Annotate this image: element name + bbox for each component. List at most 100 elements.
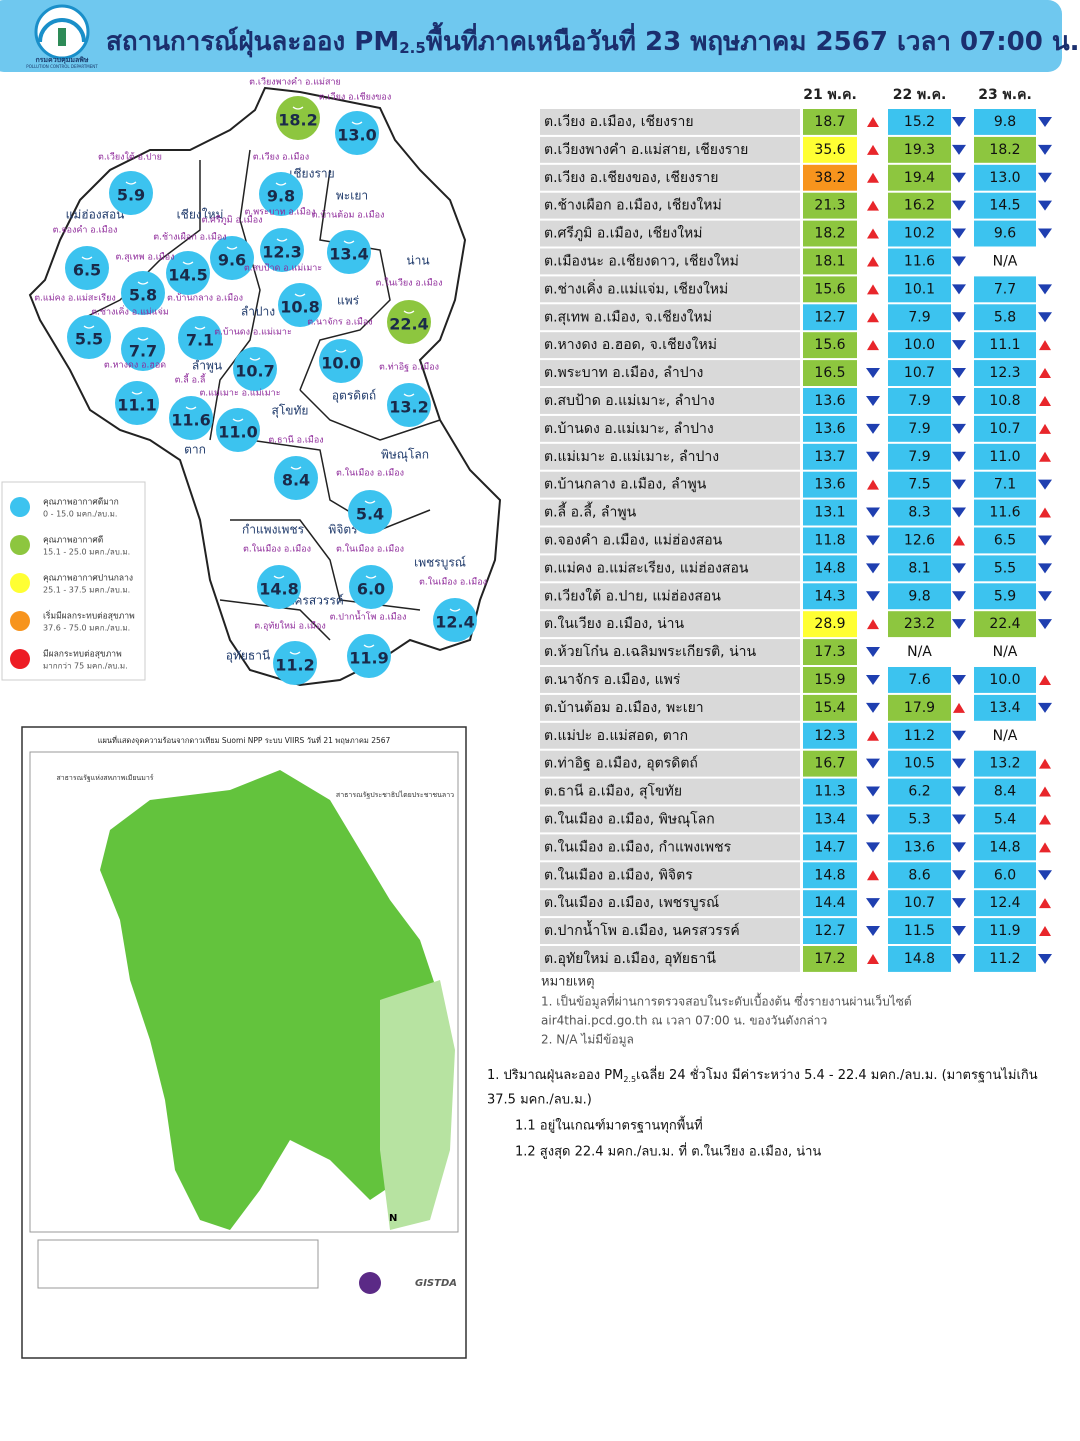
province-label: เชียงราย (289, 167, 334, 181)
station-label: ต.ปากน้ำโพ อ.เมือง (330, 610, 407, 623)
value-cell (803, 109, 857, 135)
station-label: ต.ในเมือง อ.เมือง (419, 577, 487, 588)
station-label: ต.หางดง อ.ฮอด (104, 361, 166, 371)
value-cell (888, 136, 951, 163)
station-bubble (259, 172, 303, 216)
column-header: 21 พ.ค. (803, 87, 857, 103)
north-arrow: N (389, 1213, 397, 1224)
value-cell (803, 388, 857, 414)
value-cell (803, 890, 857, 917)
table: 21 พ.ค. 22 พ.ค. 23 พ.ค. ต.เวียง อ.เมือง, เช… (540, 87, 1052, 972)
value: 6.2 (908, 784, 930, 800)
value-cell (974, 248, 1036, 275)
trend-down (952, 842, 966, 853)
value: 15.4 (814, 700, 845, 716)
value-cell (974, 109, 1036, 135)
value-cell (803, 248, 857, 275)
trend-down (952, 340, 966, 351)
station-name: ต.ในเวียง อ.เมือง, น่าน (544, 615, 685, 632)
value-cell (974, 890, 1036, 917)
agency: GISTDA (415, 1278, 457, 1289)
value: 15.6 (814, 281, 845, 297)
value: 7.7 (994, 281, 1016, 297)
smiley (292, 106, 304, 110)
value-cell (803, 639, 857, 665)
legend-range: 15.1 - 25.0 มคก./ลบ.ม. (43, 548, 130, 557)
value: 11.0 (989, 449, 1020, 465)
value-cell (974, 276, 1036, 303)
value: N/A (907, 644, 932, 660)
value-cell (974, 415, 1036, 442)
value-cell (803, 862, 857, 889)
value: 9.6 (994, 226, 1016, 242)
value-cell (974, 750, 1036, 777)
station-bubble (216, 408, 260, 452)
row-name-cell (540, 248, 800, 275)
province-label: ลำพูน (192, 359, 222, 374)
myanmar-label: สาธารณรัฐแห่งสหภาพเมียนมาร์ (56, 774, 153, 782)
legend: คุณภาพอากาศดีมาก 0 - 15.0 มคก./ลบ.ม. คุณภา… (10, 497, 135, 671)
station-bubble (319, 339, 363, 383)
value: 11.8 (814, 532, 845, 548)
trend-up (1039, 758, 1051, 769)
station-label: ต.เวียงใต้ อ.ปาย (98, 152, 162, 163)
trend-down (1038, 563, 1052, 574)
station-value: 12.3 (262, 243, 301, 262)
row-name-cell (540, 667, 800, 693)
station-label: ต.บ้านกลาง อ.เมือง (167, 293, 243, 304)
value-cell (974, 471, 1036, 498)
value: 6.5 (994, 532, 1016, 548)
org-en: POLLUTION CONTROL DEPARTMENT (26, 64, 98, 69)
station-value: 8.4 (282, 471, 310, 490)
row-name-cell (540, 722, 800, 749)
station-bubble (115, 381, 159, 425)
row-name-cell (540, 583, 800, 610)
trend-down (866, 451, 880, 462)
title-pre: สถานการณ์ฝุ่นละออง PM (106, 26, 399, 58)
value-cell (803, 806, 857, 833)
trend-down (952, 172, 966, 183)
header-banner (0, 0, 1062, 72)
station-name: ต.หางดง อ.ฮอด, จ.เชียงใหม่ (544, 336, 717, 353)
logo (34, 4, 90, 60)
value-cell (974, 778, 1036, 805)
legend-swatch (10, 497, 30, 517)
station-label: ต.ช้างเผือก อ.เมือง (153, 232, 226, 243)
trend-up (867, 870, 879, 881)
trend-up (1039, 340, 1051, 351)
station-bubble (274, 456, 318, 500)
value: 18.1 (814, 253, 845, 269)
value-cell (803, 778, 857, 805)
smiley (137, 281, 149, 285)
value: 5.3 (908, 811, 930, 827)
station-name: ต.นาจักร อ.เมือง, แพร่ (544, 672, 681, 688)
trend-down (1038, 953, 1052, 964)
station-value: 11.2 (275, 656, 314, 675)
station-label: ต.ในเมือง อ.เมือง (336, 544, 404, 555)
value: 11.5 (904, 923, 935, 939)
station-value: 11.9 (349, 649, 388, 668)
value: 17.3 (814, 644, 845, 660)
trend-up (1039, 926, 1051, 937)
station-value: 11.6 (171, 411, 210, 430)
value: 35.6 (814, 142, 845, 158)
station-name: ต.ห้วยโก๋น อ.เฉลิมพระเกียรติ, น่าน (544, 643, 757, 660)
value: 10.7 (904, 895, 935, 911)
value-cell (803, 164, 857, 191)
smiley (232, 418, 244, 422)
value: 7.9 (908, 393, 930, 409)
trend-down (952, 953, 966, 964)
value: 18.7 (814, 114, 845, 130)
station-value: 9.6 (218, 251, 246, 270)
trend-up (867, 256, 879, 267)
value-cell (974, 360, 1036, 386)
value: 10.7 (989, 421, 1020, 437)
value-cell (803, 694, 857, 721)
trend-down (952, 256, 966, 267)
value: 13.6 (814, 421, 845, 437)
station-name: ต.อุทัยใหม่ อ.เมือง, อุทัยธานี (544, 950, 716, 967)
province-label: อุตรดิตถ์ (332, 389, 376, 404)
station-name: ต.ช้างเผือก อ.เมือง, เชียงใหม่ (544, 197, 722, 214)
value: 13.2 (989, 756, 1020, 772)
station-label: ต.ลี้ อ.ลี้ (175, 373, 207, 386)
